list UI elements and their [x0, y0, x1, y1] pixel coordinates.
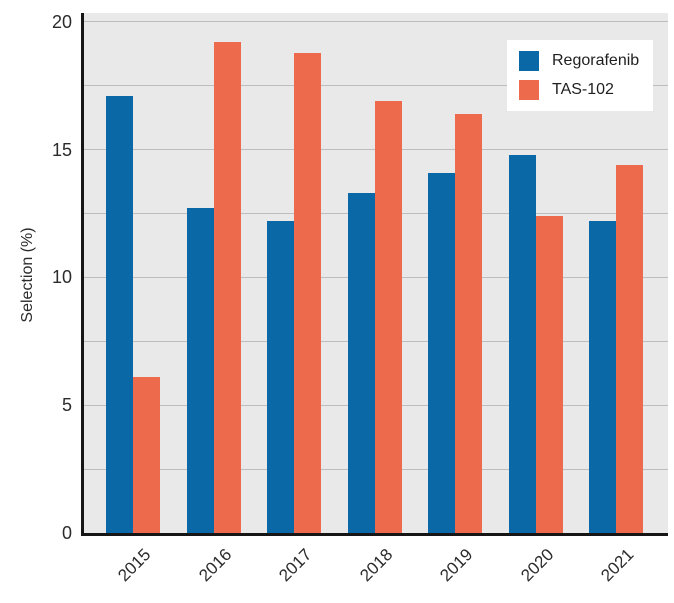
bar-tas-102-2021: [616, 165, 643, 533]
bar-regorafenib-2018: [347, 193, 375, 533]
bar-regorafenib-2015: [106, 96, 133, 533]
gridline: [84, 85, 668, 87]
bar-tas-102-2016: [213, 42, 241, 533]
bar-regorafenib-2020: [508, 154, 536, 533]
bar-tas-102-2019: [455, 113, 482, 533]
bar-regorafenib-2017: [267, 221, 294, 533]
legend-swatch-tas-102-icon: [519, 80, 539, 100]
legend-label-tas-102: TAS-102: [552, 81, 614, 98]
bar-tas-102-2015: [133, 377, 160, 533]
y-tick-label-20: 20: [51, 11, 72, 32]
legend-swatch-regorafenib-icon: [519, 51, 539, 71]
legend-item-regorafenib: Regorafenib: [519, 51, 639, 71]
bar-tas-102-2018: [374, 101, 402, 533]
y-tick-label-0: 0: [61, 523, 72, 543]
bar-regorafenib-2019: [428, 172, 455, 533]
bar-tas-102-2020: [535, 216, 563, 533]
y-tick-label-5: 5: [61, 395, 72, 416]
legend-item-tas-102: TAS-102: [519, 80, 639, 100]
gridline: [84, 21, 668, 23]
y-tick-label-10: 10: [51, 267, 72, 288]
bar-tas-102-2017: [294, 52, 321, 533]
bar-regorafenib-2016: [186, 208, 214, 533]
y-tick-label-15: 15: [51, 139, 72, 160]
x-tick-label-2015: 2015: [114, 545, 155, 586]
legend: Regorafenib TAS-102: [507, 40, 654, 111]
legend-label-regorafenib: Regorafenib: [552, 52, 640, 69]
bar-regorafenib-2021: [589, 221, 616, 533]
